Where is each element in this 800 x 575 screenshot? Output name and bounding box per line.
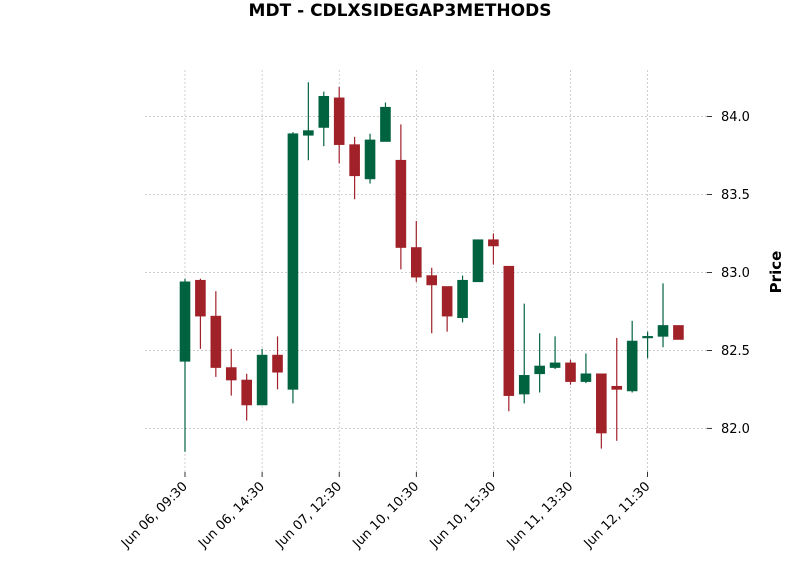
candle-body <box>426 275 438 286</box>
candle-down <box>333 86 345 164</box>
candle-down <box>596 373 607 449</box>
candle-down <box>349 136 360 200</box>
y-tick-label: 82.5 <box>721 344 750 359</box>
candle-up <box>364 133 376 184</box>
candle-body <box>488 239 499 247</box>
candle-body <box>457 279 468 318</box>
candle-up <box>518 303 530 404</box>
x-tick-label: Jun 11, 13:30 <box>504 479 577 552</box>
candle-body <box>179 281 191 362</box>
candle-up <box>256 348 268 406</box>
candle-down <box>195 278 206 349</box>
candle-down <box>488 233 499 265</box>
y-tick-label: 83.0 <box>721 266 750 281</box>
candle-up <box>457 275 468 323</box>
candle-up <box>549 336 561 370</box>
candle-up <box>303 82 314 161</box>
candle-down <box>441 286 453 332</box>
candle-up <box>626 320 638 393</box>
y-axis: 82.0 82.5 83.0 83.5 84.0 <box>707 110 750 437</box>
chart-title: MDT - CDLXSIDEGAP3METHODS <box>248 1 552 21</box>
candle-down <box>272 336 283 390</box>
candle-body <box>256 354 268 406</box>
candle-up <box>380 102 391 142</box>
candle-body <box>395 159 407 248</box>
candle-body <box>303 130 314 136</box>
candle-down <box>395 124 407 270</box>
candle-body <box>210 315 222 368</box>
candle-body <box>518 375 530 395</box>
candle-down <box>225 348 237 396</box>
candle-body <box>364 139 376 180</box>
y-tick-label: 82.0 <box>721 422 750 437</box>
candles <box>179 82 684 452</box>
x-axis: Jun 06, 09:30 Jun 06, 14:30 Jun 07, 12:30 J… <box>118 472 653 552</box>
candle-up <box>318 91 330 147</box>
candle-body <box>272 354 283 373</box>
candle-body <box>195 279 206 317</box>
candle-body <box>349 144 360 177</box>
x-tick-label: Jun 10, 15:30 <box>427 479 500 552</box>
x-tick-label: Jun 06, 14:30 <box>195 479 268 552</box>
candle-down <box>611 337 623 441</box>
candle-body <box>673 325 684 340</box>
candle-body <box>441 286 453 317</box>
y-axis-label: Price <box>767 251 785 294</box>
candle-body <box>580 373 592 382</box>
candle-down <box>426 267 438 334</box>
candle-up <box>472 239 484 283</box>
candle-body <box>626 340 638 392</box>
candle-body <box>472 239 484 283</box>
candle-body <box>534 365 545 375</box>
candle-body <box>611 385 623 390</box>
y-tick-label: 84.0 <box>721 110 750 125</box>
x-tick-label: Jun 06, 09:30 <box>118 479 191 552</box>
x-tick-label: Jun 07, 12:30 <box>272 479 345 552</box>
candle-body <box>565 362 576 382</box>
candle-up <box>179 278 191 452</box>
candle-body <box>642 336 653 339</box>
candle-body <box>241 379 252 406</box>
candle-up <box>287 132 299 404</box>
x-tick-label: Jun 10, 10:30 <box>349 479 422 552</box>
candle-body <box>380 106 391 142</box>
candle-body <box>596 373 607 434</box>
candle-down <box>210 291 222 377</box>
candle-up <box>642 331 653 359</box>
grid-lines <box>145 70 707 472</box>
candle-body <box>503 265 515 396</box>
candle-down <box>565 359 576 385</box>
candle-body <box>225 367 237 381</box>
candle-body <box>549 362 561 368</box>
candle-body <box>657 325 669 337</box>
candle-down <box>503 265 515 412</box>
y-tick-label: 83.5 <box>721 188 750 203</box>
candle-down <box>410 221 422 282</box>
candle-down <box>241 373 252 421</box>
candle-down <box>673 325 684 340</box>
candle-body <box>410 247 422 278</box>
candle-up <box>534 333 545 393</box>
candle-up <box>657 283 669 348</box>
candle-body <box>287 133 299 390</box>
candle-body <box>318 95 330 128</box>
candle-up <box>580 353 592 384</box>
x-tick-label: Jun 12, 11:30 <box>581 479 654 552</box>
candle-body <box>333 97 345 145</box>
